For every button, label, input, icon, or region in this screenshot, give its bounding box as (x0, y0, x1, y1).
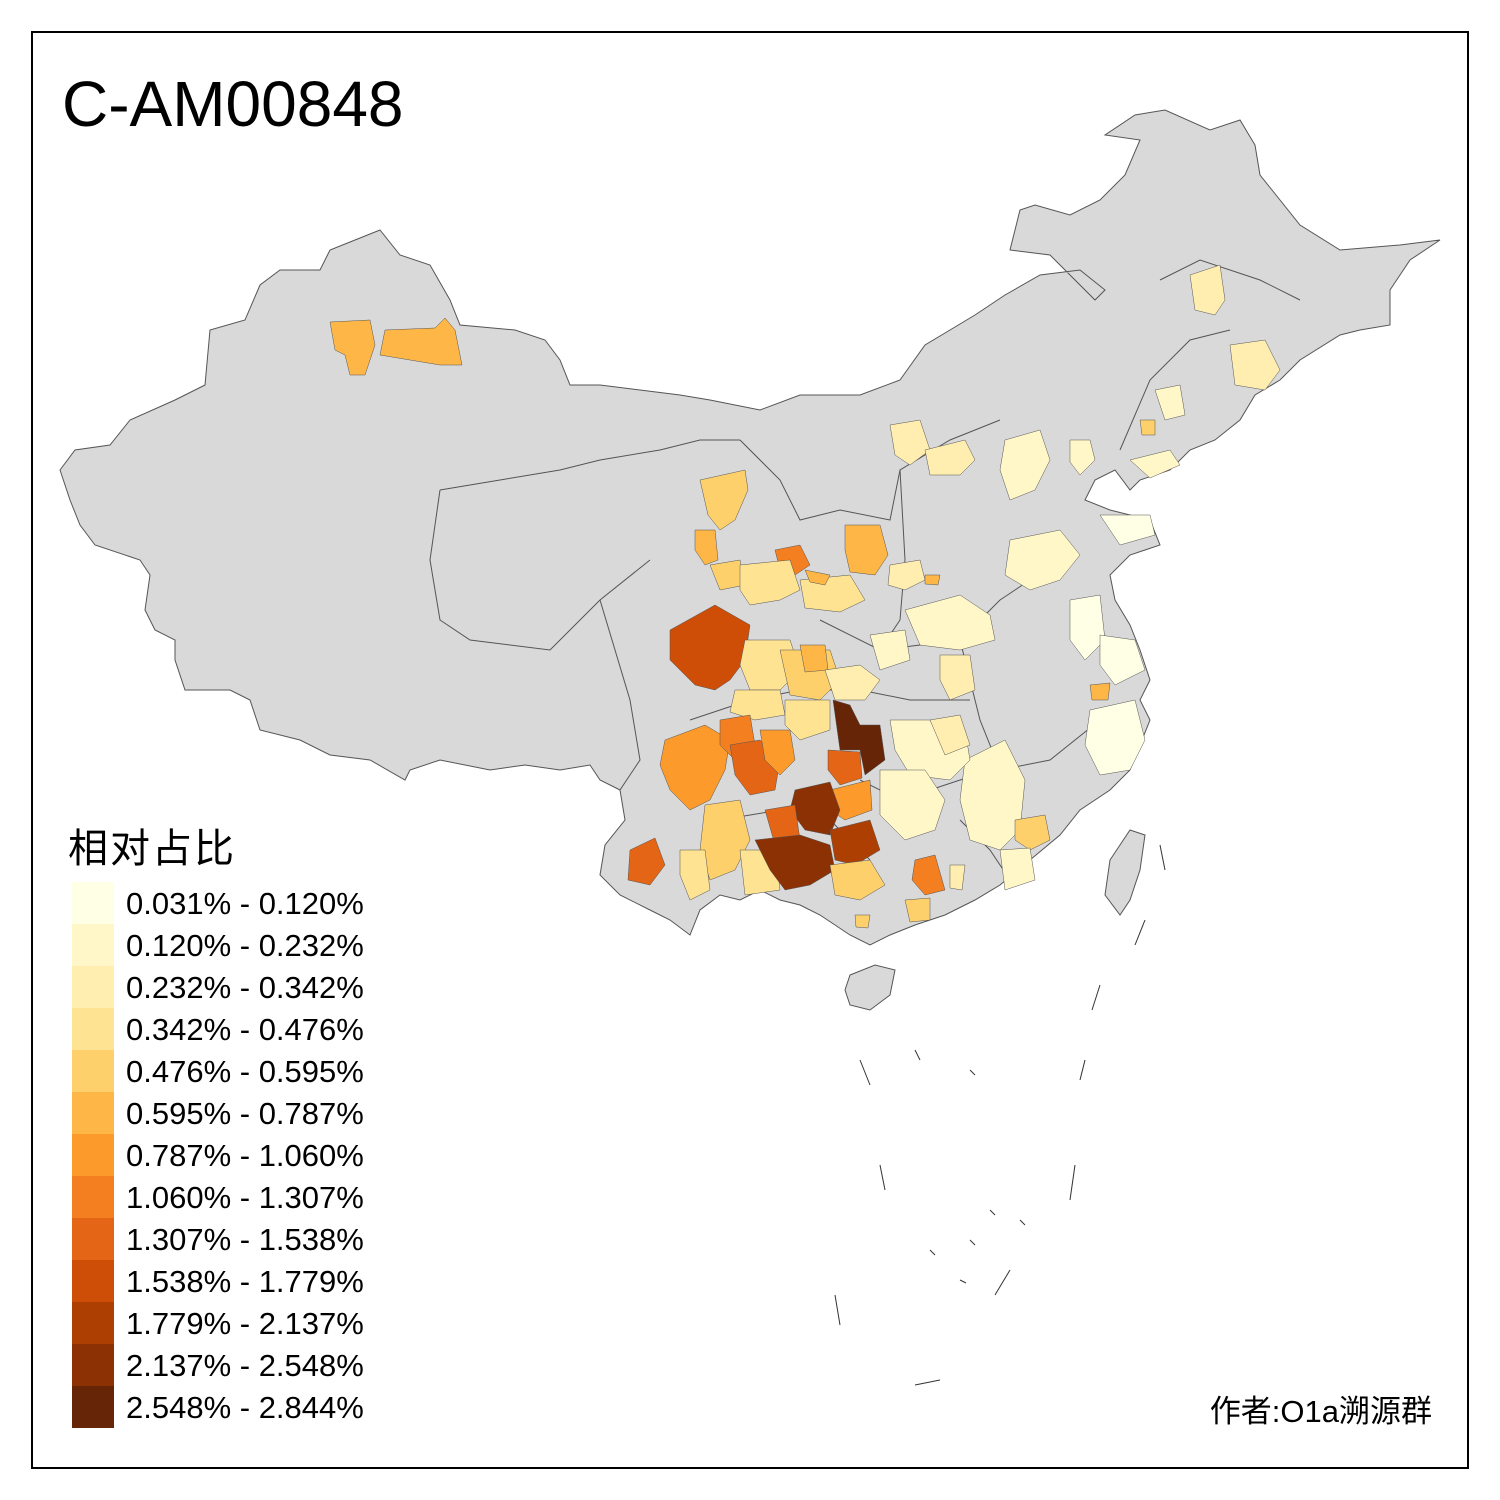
region-yn-1 (659, 724, 731, 811)
legend-swatch (72, 1134, 114, 1176)
region-sc-3 (799, 644, 829, 673)
region-gd-2 (854, 914, 871, 929)
region-sc-5 (784, 699, 831, 741)
region-sd-1 (1004, 529, 1081, 591)
region-yn-4 (759, 729, 796, 776)
legend-label: 1.538% - 1.779% (126, 1264, 364, 1299)
region-hn-1 (904, 594, 996, 651)
region-js-1 (1069, 594, 1106, 661)
region-xj-2 (379, 317, 463, 366)
region-fj-2 (999, 847, 1036, 891)
region-hn-3 (939, 654, 976, 701)
region-yn-6 (679, 849, 711, 901)
legend-swatch (72, 1176, 114, 1218)
legend-swatch (72, 1218, 114, 1260)
legend-label: 1.307% - 1.538% (126, 1222, 364, 1257)
map-title: C-AM00848 (62, 68, 404, 140)
legend-swatch (72, 882, 114, 924)
legend-label: 0.232% - 0.342% (126, 970, 364, 1005)
region-gd-1 (904, 897, 931, 923)
legend-swatch (72, 1092, 114, 1134)
region-hun-1 (879, 769, 946, 841)
region-gz-5 (829, 819, 881, 866)
region-sc-4 (729, 689, 786, 721)
region-ln-1 (1154, 384, 1186, 421)
region-gx-1 (754, 834, 836, 891)
region-sx-4 (799, 574, 866, 613)
region-gd-3 (949, 864, 966, 891)
region-gs-1 (694, 529, 719, 566)
legend-swatch (72, 924, 114, 966)
region-gx-3 (911, 854, 946, 896)
region-hun-2 (929, 714, 971, 756)
legend-label: 1.779% - 2.137% (126, 1306, 364, 1341)
region-sx-2 (844, 524, 889, 576)
legend-swatch (72, 966, 114, 1008)
legend-label: 2.548% - 2.844% (126, 1390, 364, 1425)
region-js-2 (1099, 634, 1146, 686)
region-hb-1 (999, 429, 1051, 501)
region-sx-5 (804, 569, 831, 586)
legend-label: 0.120% - 0.232% (126, 928, 364, 963)
legend-title: 相对占比 (68, 827, 236, 871)
south-china-sea-islands (834, 844, 1166, 1386)
region-ln-2 (1139, 419, 1156, 436)
legend-swatch (72, 1050, 114, 1092)
region-sc-west (669, 604, 751, 691)
region-bj-1 (1069, 439, 1096, 476)
region-sx-3 (739, 559, 801, 606)
region-nx-1 (699, 469, 749, 531)
legend-label: 2.137% - 2.548% (126, 1348, 364, 1383)
taiwan-island (1104, 829, 1146, 916)
region-sd-2 (1099, 514, 1156, 546)
region-jx-1 (959, 739, 1026, 851)
region-ah-1 (1089, 682, 1111, 701)
author-credit: 作者:O1a溯源群 (1209, 1394, 1432, 1429)
region-sxi-2 (924, 574, 941, 586)
legend-label: 0.476% - 0.595% (126, 1054, 364, 1089)
region-ln-3 (1129, 449, 1181, 479)
region-nm-1 (889, 419, 931, 466)
legend-label: 0.595% - 0.787% (126, 1096, 364, 1131)
region-gz-north (832, 699, 886, 776)
legend-swatch (72, 1008, 114, 1050)
china-mainland (59, 109, 1441, 946)
legend-label: 0.342% - 0.476% (126, 1012, 364, 1047)
region-jl-1 (1229, 339, 1281, 391)
region-sxi-1 (887, 559, 926, 591)
legend-swatch (72, 1344, 114, 1386)
legend-swatch (72, 1260, 114, 1302)
region-gx-2 (829, 859, 886, 901)
region-zj-1 (1084, 699, 1146, 776)
legend-label: 0.787% - 1.060% (126, 1138, 364, 1173)
legend-swatch (72, 1386, 114, 1428)
region-cq-1 (824, 664, 881, 701)
hainan-island (844, 964, 896, 1011)
region-xj-1 (329, 319, 376, 376)
region-nm-2 (924, 439, 976, 476)
region-gz-1 (827, 749, 863, 786)
region-hlj-1 (1189, 264, 1226, 316)
legend-swatch (72, 1302, 114, 1344)
legend-label: 0.031% - 0.120% (126, 886, 364, 921)
region-fj-1 (1014, 814, 1051, 851)
region-yn-west (627, 837, 666, 886)
region-hn-2 (869, 629, 911, 671)
legend-label: 1.060% - 1.307% (126, 1180, 364, 1215)
